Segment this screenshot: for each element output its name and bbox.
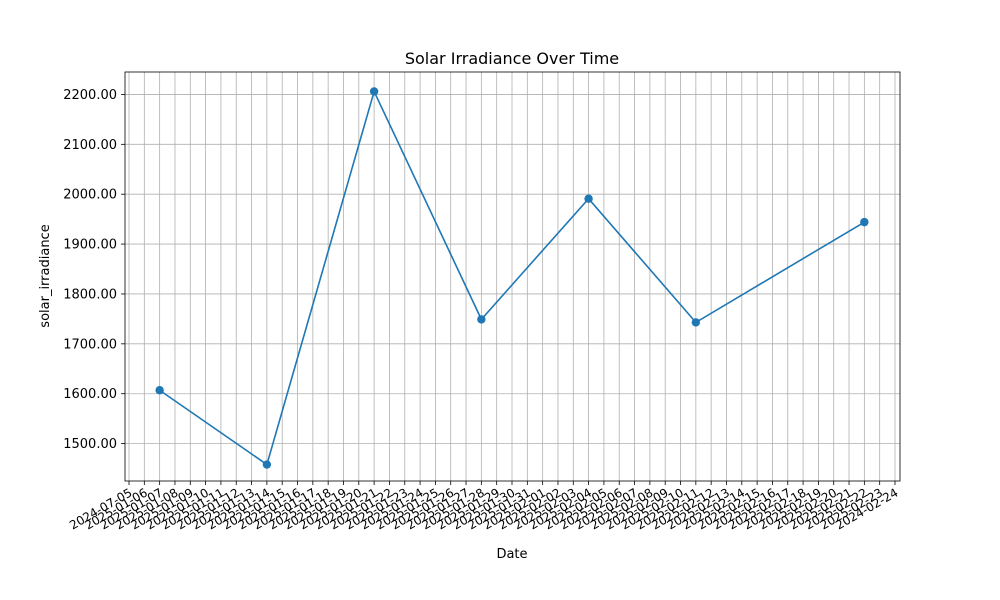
y-axis-label: solar_irradiance xyxy=(38,224,53,327)
plot-area: 1500.00 1600.00 1700.00 1800.00 1900.00 2000.… xyxy=(63,71,901,532)
y-tick-label: 2100.00 xyxy=(63,138,117,153)
y-tick-label: 1700.00 xyxy=(63,337,117,352)
data-point xyxy=(369,87,379,96)
data-point xyxy=(860,217,869,227)
axes-frame xyxy=(124,71,901,482)
data-point xyxy=(584,194,593,203)
data-point xyxy=(262,460,272,469)
y-tick-label: 1800.00 xyxy=(63,287,117,302)
data-point xyxy=(477,315,486,324)
y-tick-label: 2000.00 xyxy=(63,188,117,203)
x-axis-label: Date xyxy=(496,547,527,562)
data-point xyxy=(155,386,164,395)
y-tick-label: 1900.00 xyxy=(63,238,117,253)
y-tick-label: 1600.00 xyxy=(63,387,117,402)
y-tick-label: 1500.00 xyxy=(63,437,117,452)
chart-title: Solar Irradiance Over Time xyxy=(405,49,619,68)
data-point xyxy=(691,318,701,327)
y-tick-label: 2200.00 xyxy=(63,88,117,103)
